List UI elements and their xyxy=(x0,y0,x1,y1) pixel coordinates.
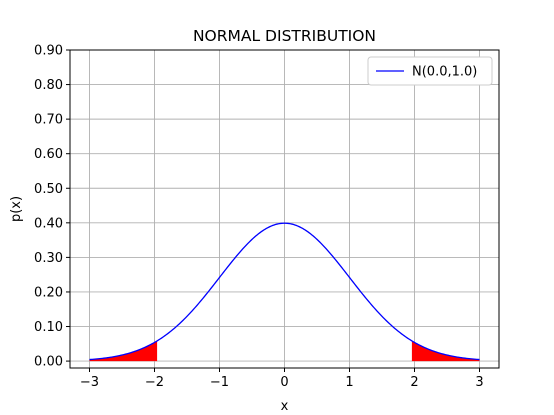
x-tick-label: −3 xyxy=(80,375,99,390)
x-tick-label: −2 xyxy=(145,375,164,390)
series-line-normal-pdf xyxy=(89,222,480,361)
series-lines xyxy=(89,222,480,361)
y-tick-label: 0.20 xyxy=(34,285,63,300)
y-tick-label: 0.60 xyxy=(34,147,63,162)
y-tick-label: 0.70 xyxy=(34,113,63,128)
x-tick-label: −1 xyxy=(210,375,229,390)
legend-entry-label: N(0.0,1.0) xyxy=(412,65,477,80)
shaded-tail-area xyxy=(89,340,158,362)
x-tick-label: 3 xyxy=(475,375,483,390)
y-axis-ticks: 0.00 0.10 0.20 0.30 0.40 0.50 0.60 0.70 0.80 0.90 xyxy=(34,44,70,370)
x-tick-label: 2 xyxy=(410,375,418,390)
x-axis-label: x xyxy=(281,399,289,414)
y-tick-label: 0.10 xyxy=(34,320,63,335)
shaded-tail-area xyxy=(411,340,480,362)
chart-title: NORMAL DISTRIBUTION xyxy=(193,27,376,45)
x-tick-label: 0 xyxy=(280,375,288,390)
legend: N(0.0,1.0) xyxy=(367,56,493,86)
y-tick-label: 0.90 xyxy=(34,44,63,59)
y-tick-label: 0.00 xyxy=(34,355,63,370)
shaded-tail-regions xyxy=(89,340,480,362)
y-tick-label: 0.40 xyxy=(34,216,63,231)
x-axis-ticks: −3 −2 −1 0 1 2 3 xyxy=(80,368,484,390)
y-tick-label: 0.80 xyxy=(34,78,63,93)
y-axis-label: p(x) xyxy=(9,196,24,222)
y-tick-label: 0.30 xyxy=(34,251,63,266)
x-tick-label: 1 xyxy=(345,375,353,390)
legend-box xyxy=(367,56,493,86)
y-tick-label: 0.50 xyxy=(34,182,63,197)
